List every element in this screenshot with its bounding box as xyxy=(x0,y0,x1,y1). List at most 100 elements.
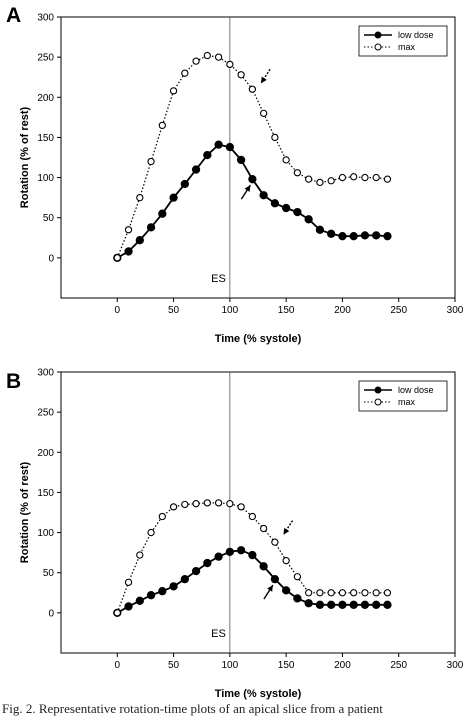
data-point xyxy=(350,173,358,181)
x-axis-title: Time (% systole) xyxy=(215,688,302,700)
x-tick-label: 0 xyxy=(115,660,121,671)
data-point xyxy=(248,85,257,93)
data-point xyxy=(169,582,178,591)
legend: low dose max xyxy=(358,25,448,57)
data-point xyxy=(281,586,291,595)
y-tick-label: 250 xyxy=(37,53,54,64)
y-axis-title: Rotation (% of rest) xyxy=(19,461,31,563)
series-low-dose xyxy=(113,546,392,618)
data-point xyxy=(169,87,178,95)
x-tick-label: 150 xyxy=(278,305,295,316)
es-label: ES xyxy=(211,273,226,285)
es-label: ES xyxy=(211,628,226,640)
x-tick-label: 100 xyxy=(222,305,239,316)
data-point xyxy=(338,232,347,241)
legend: low dose max xyxy=(358,380,448,412)
y-tick-label: 50 xyxy=(43,213,55,224)
data-point xyxy=(180,179,189,189)
data-point xyxy=(259,562,268,571)
data-point xyxy=(282,156,290,164)
plot-frame xyxy=(60,16,456,299)
x-tick-label: 100 xyxy=(222,660,239,671)
series-line xyxy=(116,549,388,614)
y-tick-label: 300 xyxy=(37,368,54,379)
data-point xyxy=(169,193,178,202)
data-point xyxy=(147,157,155,166)
y-tick-label: 200 xyxy=(37,93,54,104)
data-point xyxy=(192,57,200,65)
arrow-head xyxy=(261,76,267,84)
data-point xyxy=(124,602,133,611)
data-point xyxy=(316,589,324,597)
data-point xyxy=(338,589,347,597)
legend-swatch-marker xyxy=(374,31,382,39)
legend-box xyxy=(358,380,448,412)
figure: A 0 50 100 150 200 250 300 0 50 100 150 200 250 300 Tim… xyxy=(6,4,464,701)
data-point xyxy=(237,503,245,511)
data-point xyxy=(304,599,313,608)
y-tick-label: 150 xyxy=(37,133,54,144)
legend-swatch-marker xyxy=(374,398,382,406)
legend-label: max xyxy=(398,42,416,52)
data-point xyxy=(372,231,381,240)
y-tick-label: 100 xyxy=(37,528,54,539)
data-point xyxy=(214,552,223,561)
data-point xyxy=(281,203,291,213)
panel-letter: B xyxy=(6,370,21,393)
series-arrow xyxy=(282,520,294,535)
data-point xyxy=(383,589,392,597)
data-point xyxy=(226,500,234,508)
data-point xyxy=(214,53,223,61)
x-tick-label: 50 xyxy=(168,305,180,316)
legend-label: max xyxy=(398,397,416,407)
data-point xyxy=(349,600,358,609)
legend-label: low dose xyxy=(398,30,434,40)
series-arrow xyxy=(260,68,271,84)
data-point xyxy=(214,499,223,507)
data-point xyxy=(293,594,302,603)
data-point xyxy=(327,229,336,238)
data-point xyxy=(203,558,212,568)
plot-frame xyxy=(60,371,456,654)
data-point xyxy=(248,550,257,560)
y-tick-label: 200 xyxy=(37,448,54,459)
data-point xyxy=(181,500,189,509)
data-point xyxy=(259,524,268,533)
data-point xyxy=(270,574,280,584)
series-max xyxy=(113,51,392,262)
data-point xyxy=(158,121,166,130)
y-tick-label: 250 xyxy=(37,408,54,419)
data-point xyxy=(135,236,144,245)
data-point xyxy=(158,512,166,521)
data-point xyxy=(305,589,313,597)
y-tick-label: 100 xyxy=(37,173,54,184)
figure-caption: Fig. 2. Representative rotation-time plo… xyxy=(2,701,383,716)
x-tick-label: 200 xyxy=(334,305,351,316)
data-point xyxy=(225,142,235,152)
data-point xyxy=(135,596,144,605)
y-tick-label: 300 xyxy=(37,13,54,24)
data-point xyxy=(293,169,302,177)
data-point xyxy=(113,609,121,617)
arrow-head xyxy=(244,185,251,192)
data-point xyxy=(372,600,381,609)
chart-panel-b: B 0 50 100 150 200 250 300 0 50 100 150 200 250 300 Tim… xyxy=(6,368,464,701)
data-point xyxy=(327,589,335,597)
data-point xyxy=(158,587,167,596)
data-point xyxy=(225,547,235,556)
data-point xyxy=(350,589,358,597)
data-point xyxy=(236,155,246,165)
data-point xyxy=(293,207,302,217)
data-point xyxy=(361,589,369,597)
legend-swatch-marker xyxy=(374,43,382,51)
data-point xyxy=(361,173,369,182)
x-tick-label: 250 xyxy=(390,660,407,671)
data-point xyxy=(271,538,279,546)
data-point xyxy=(338,173,347,182)
x-tick-label: 0 xyxy=(115,305,121,316)
legend-box xyxy=(358,25,448,57)
data-point xyxy=(383,175,392,183)
x-axis-title: Time (% systole) xyxy=(215,333,302,345)
data-point xyxy=(181,69,189,77)
data-point xyxy=(259,191,268,200)
